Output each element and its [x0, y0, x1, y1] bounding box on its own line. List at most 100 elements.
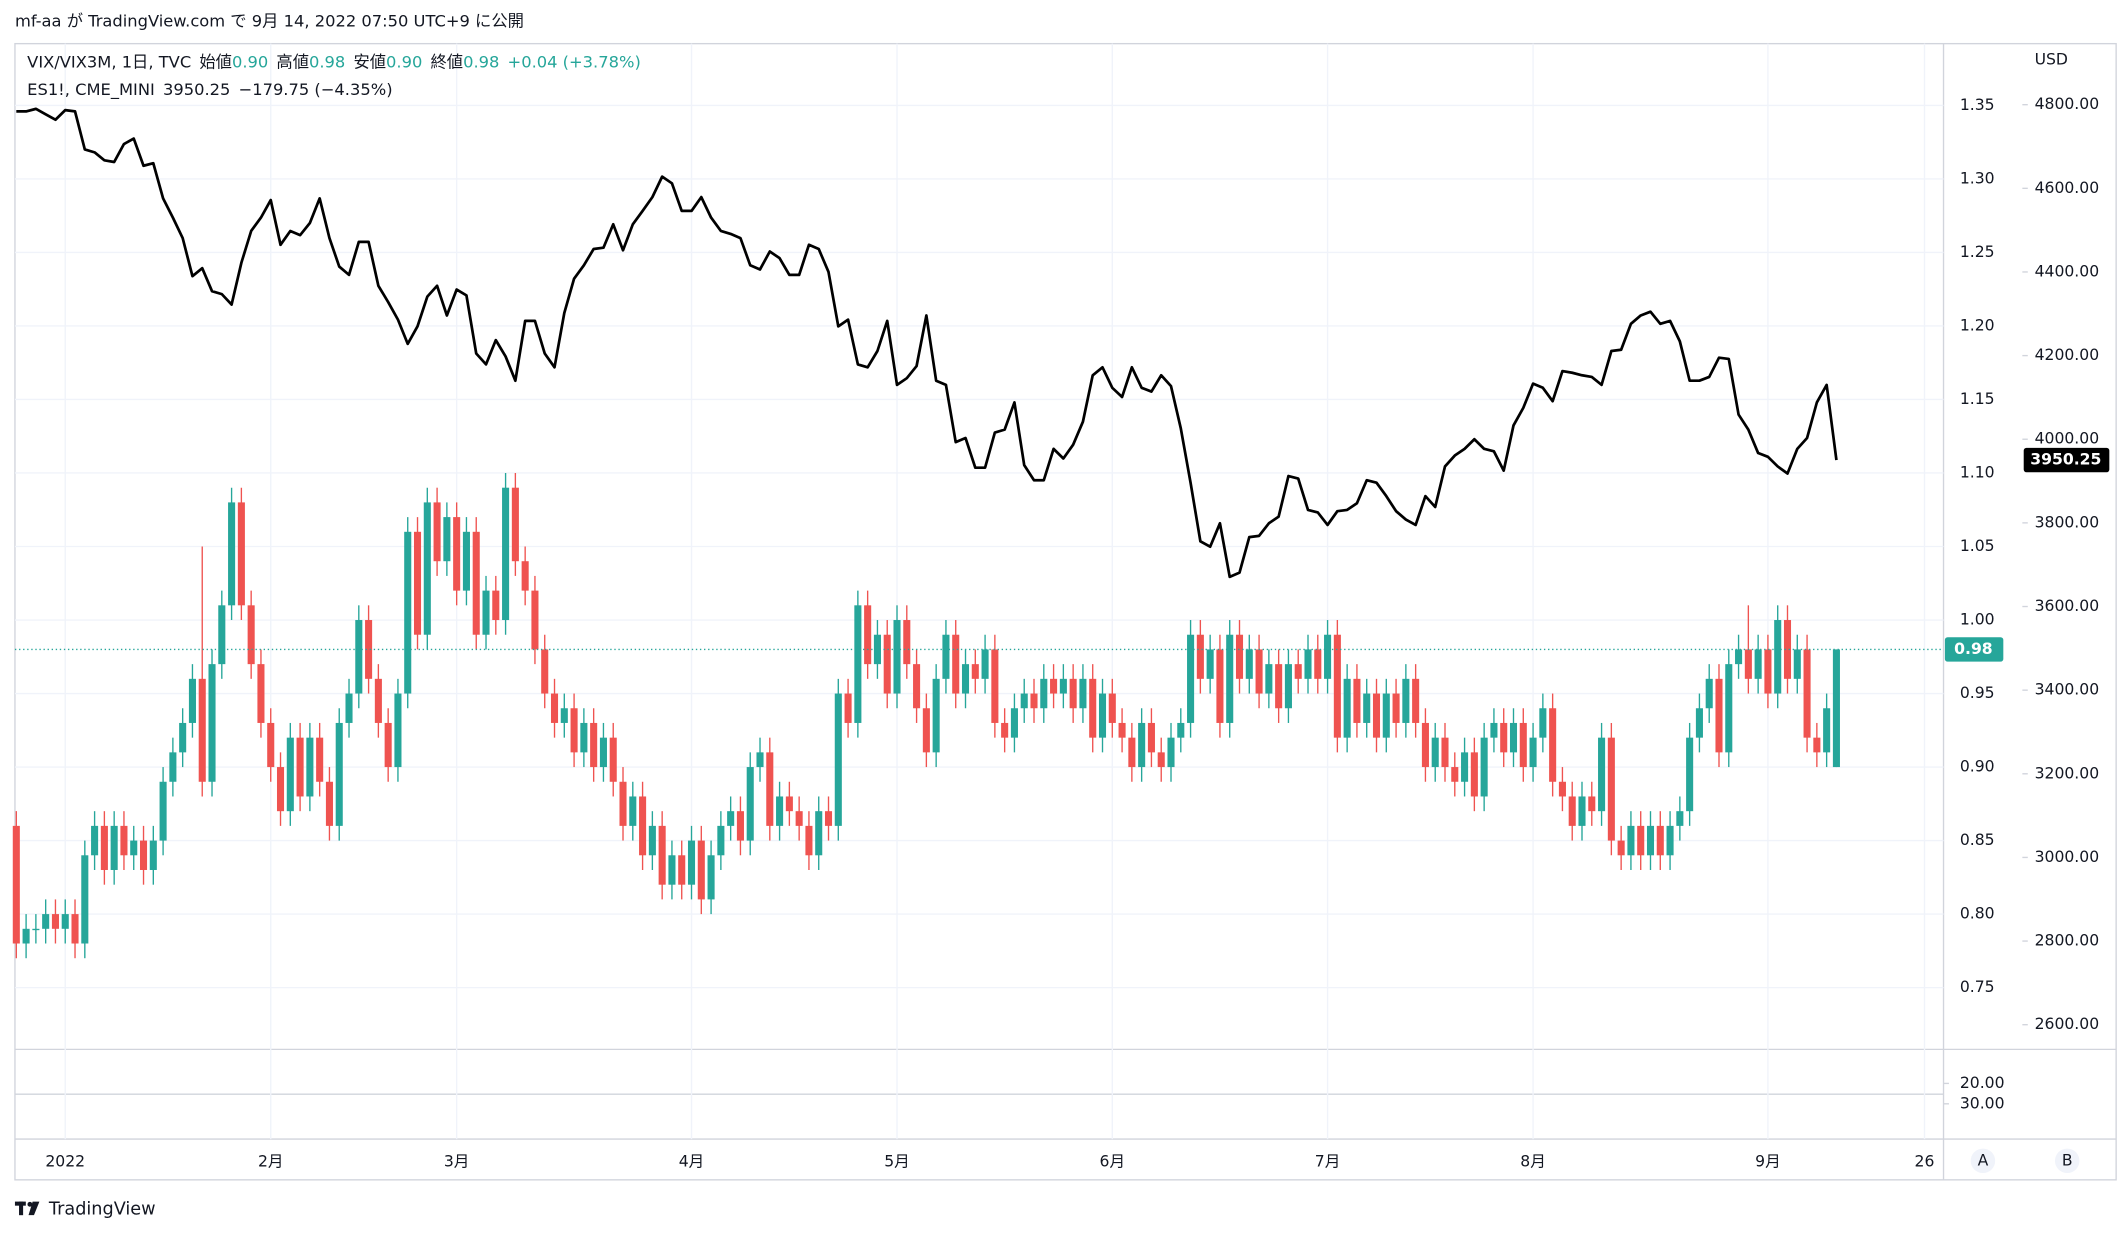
candle-body — [550, 693, 559, 723]
candle-body — [541, 649, 549, 694]
currency-label: USD — [2035, 50, 2068, 68]
scale-button-label: A — [1978, 1151, 1989, 1169]
candle-body — [1069, 678, 1077, 709]
candle-body — [1783, 620, 1792, 679]
candle-body — [198, 678, 206, 782]
y-tick-label: 0.75 — [1960, 978, 1995, 996]
y2-tick-label: 3600.00 — [2035, 597, 2100, 615]
candle-body — [1353, 678, 1361, 723]
candle-body — [355, 620, 363, 694]
legend-part: 高値 — [276, 52, 309, 71]
candle-body — [228, 502, 236, 606]
candle-body — [883, 634, 891, 694]
scale-button[interactable]: B — [2054, 1148, 2080, 1174]
candle-body — [149, 840, 157, 870]
scale-button-bg — [2054, 1148, 2080, 1174]
candle-body — [1803, 649, 1811, 738]
candle-body — [1167, 737, 1175, 768]
x-tick-label: 26 — [1915, 1153, 1935, 1171]
candle-body — [276, 767, 285, 812]
candle-body — [580, 722, 588, 753]
candle-body — [492, 590, 500, 621]
candle-body — [1793, 649, 1801, 679]
candle-body — [51, 914, 59, 929]
legend-part: 0.90 — [232, 52, 268, 71]
candle-body — [1343, 678, 1351, 738]
x-tick-label: 5月 — [884, 1153, 910, 1171]
tv-logo — [14, 1201, 40, 1216]
legend-line: ES1!, CME_MINI 3950.25 −179.75 (−4.35%) — [27, 79, 392, 99]
candle-body — [903, 620, 911, 665]
candle-body — [1363, 693, 1371, 723]
candle-body — [971, 664, 979, 679]
candle-body — [1206, 649, 1214, 679]
candle-body — [1392, 693, 1400, 723]
candle-body — [1050, 678, 1058, 694]
candle-body — [159, 781, 167, 841]
candle-body — [590, 722, 598, 768]
candle-body — [1588, 796, 1596, 812]
legend-part: VIX/VIX3M, 1日, TVC — [27, 52, 191, 71]
candle-body — [1196, 634, 1204, 679]
candle-body — [1177, 722, 1185, 738]
candle-body — [120, 825, 128, 856]
candle-body — [824, 811, 833, 826]
last-price-label: 0.98 — [1954, 640, 1993, 658]
x-tick-label: 2022 — [45, 1153, 85, 1171]
candle-body — [1333, 634, 1341, 738]
candle-body — [462, 531, 470, 591]
candle-body — [707, 855, 715, 900]
candle-body — [139, 840, 148, 870]
y-tick-label: 1.00 — [1960, 611, 1995, 629]
candle-body — [1441, 737, 1449, 768]
scale-button[interactable]: A — [1970, 1148, 1996, 1174]
candle-body — [71, 914, 79, 944]
y2-tick-label: 4000.00 — [2035, 430, 2100, 448]
legend-part: 安値 — [353, 52, 386, 71]
legend-part: 0.98 — [309, 52, 345, 71]
legend-part: 0.90 — [386, 52, 422, 71]
candle-body — [1676, 811, 1684, 826]
y2-tick-label: 3800.00 — [2035, 513, 2100, 531]
candle-body — [1695, 708, 1703, 738]
candle-body — [1754, 649, 1762, 679]
candle-body — [1098, 693, 1107, 738]
candle-body — [1539, 708, 1547, 738]
candle-body — [795, 811, 803, 826]
candle-body — [472, 531, 480, 635]
candle-body — [1030, 693, 1038, 709]
x-tick-label: 2月 — [258, 1153, 284, 1171]
candle-body — [815, 811, 823, 856]
candle-body — [81, 855, 89, 944]
candle-body — [1138, 722, 1146, 768]
candle-body — [609, 737, 617, 782]
candle-body — [844, 693, 852, 723]
candle-body — [100, 825, 108, 870]
candle-body — [873, 634, 881, 665]
candle-body — [511, 487, 519, 562]
candle-body — [237, 502, 245, 606]
candle-body — [678, 855, 686, 885]
candle-body — [1480, 737, 1488, 797]
candle-body — [756, 752, 764, 768]
candle-body — [169, 752, 177, 782]
y-tick-label: 1.10 — [1960, 463, 1995, 481]
candle-body — [32, 928, 40, 931]
candle-body — [1372, 693, 1381, 738]
candle-body — [218, 605, 226, 665]
y2-tick-label: 3000.00 — [2035, 848, 2100, 866]
candle-body — [1509, 722, 1518, 753]
legend-part: −179.75 (−4.35%) — [239, 79, 393, 98]
candle-body — [1275, 664, 1283, 709]
candle-body — [374, 678, 382, 723]
candle-body — [1294, 664, 1302, 679]
y-tick-label: 1.30 — [1960, 169, 1995, 187]
candle-body — [785, 796, 793, 812]
candle-body — [942, 634, 950, 679]
candle-body — [22, 928, 30, 944]
candle-body — [717, 825, 725, 856]
footer-brand: TradingView — [48, 1200, 156, 1220]
candle-body — [687, 840, 696, 885]
legend-part: 3950.25 — [163, 79, 230, 98]
candle-body — [834, 693, 842, 826]
